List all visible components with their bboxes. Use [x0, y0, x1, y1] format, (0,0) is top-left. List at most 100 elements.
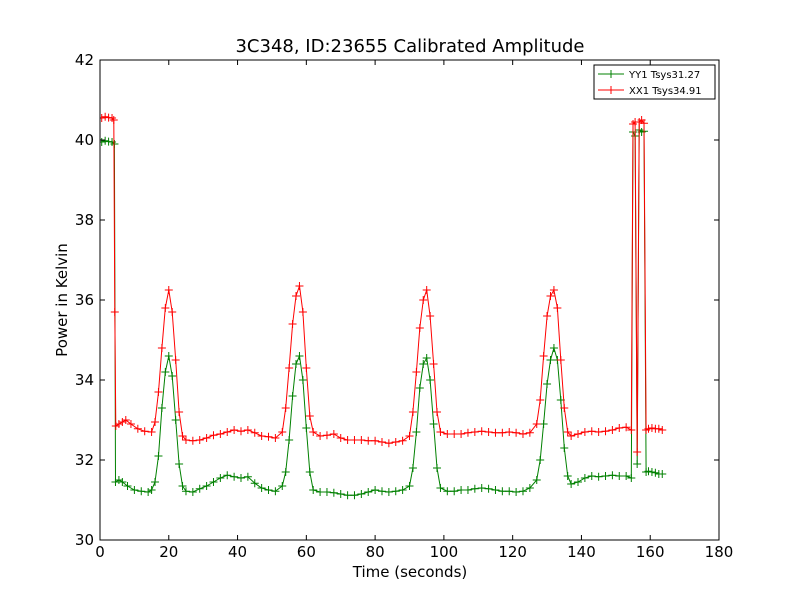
- data-point: [168, 308, 177, 316]
- data-point: [601, 427, 610, 436]
- x-tick-label: 180: [705, 543, 734, 561]
- data-point: [580, 428, 589, 436]
- data-point: [161, 368, 170, 376]
- data-point: [412, 428, 421, 436]
- data-point: [271, 487, 280, 496]
- data-point: [181, 436, 190, 444]
- data-point: [101, 136, 110, 145]
- y-tick-label: 34: [75, 371, 94, 389]
- data-point: [316, 432, 325, 440]
- data-point: [305, 468, 314, 476]
- data-point: [161, 304, 170, 312]
- y-tick-label: 42: [75, 51, 94, 69]
- data-point: [114, 476, 123, 484]
- data-point: [154, 452, 163, 460]
- data-point: [433, 464, 442, 472]
- data-point: [505, 428, 514, 436]
- data-point: [243, 426, 252, 434]
- data-point: [553, 304, 562, 312]
- data-point: [302, 364, 311, 372]
- data-point: [601, 472, 610, 480]
- data-point: [463, 428, 472, 437]
- data-point: [118, 478, 127, 486]
- data-point: [157, 344, 166, 352]
- data-point: [556, 356, 565, 364]
- data-point: [309, 486, 318, 494]
- data-point: [140, 427, 149, 436]
- data-point: [288, 392, 297, 400]
- data-point: [223, 428, 232, 436]
- data-point: [539, 352, 548, 360]
- data-point: [298, 376, 307, 384]
- data-point: [257, 432, 266, 440]
- data-point: [322, 488, 331, 496]
- x-axis-label: Time (seconds): [352, 563, 468, 581]
- data-point: [433, 408, 442, 416]
- data-point: [110, 140, 119, 148]
- data-point: [658, 470, 667, 478]
- data-point: [470, 428, 479, 436]
- data-point: [181, 487, 190, 496]
- data-point: [549, 344, 558, 352]
- data-point: [563, 428, 572, 436]
- data-point: [512, 488, 521, 496]
- data-point: [178, 482, 187, 490]
- data-point: [250, 479, 259, 488]
- x-tick-label: 0: [95, 543, 105, 561]
- data-point: [633, 460, 642, 468]
- data-point: [408, 408, 417, 416]
- data-point: [580, 474, 589, 482]
- data-point: [543, 380, 552, 388]
- y-axis-label: Power in Kelvin: [53, 243, 71, 357]
- data-point: [627, 426, 636, 434]
- x-tick-label: 160: [636, 543, 665, 561]
- data-point: [202, 482, 211, 490]
- y-tick-label: 40: [75, 131, 94, 149]
- data-point: [100, 114, 106, 122]
- data-point: [110, 308, 119, 316]
- data-point: [223, 471, 232, 480]
- data-point: [292, 292, 301, 300]
- data-point: [574, 478, 583, 486]
- data-point: [405, 482, 414, 490]
- data-point: [640, 119, 649, 128]
- data-point: [147, 428, 156, 436]
- data-point: [171, 416, 180, 424]
- data-point: [560, 444, 569, 452]
- data-point: [281, 404, 290, 412]
- y-tick-label: 30: [75, 531, 94, 549]
- data-point: [629, 120, 638, 128]
- data-point: [658, 426, 667, 434]
- data-point: [498, 428, 507, 437]
- data-point: [415, 324, 424, 332]
- data-point: [412, 368, 421, 376]
- data-point: [123, 482, 132, 490]
- data-point: [377, 487, 386, 496]
- data-point: [450, 487, 459, 496]
- data-point: [594, 472, 603, 481]
- data-point: [147, 486, 156, 494]
- data-point: [178, 432, 187, 440]
- data-point: [536, 456, 545, 464]
- legend-marker-yy1: [607, 70, 615, 78]
- data-point: [236, 474, 245, 482]
- data-point: [285, 436, 294, 444]
- data-point: [164, 286, 173, 294]
- data-point: [157, 404, 166, 412]
- data-point: [549, 286, 558, 294]
- legend-box: [593, 64, 716, 100]
- data-point: [587, 427, 596, 436]
- data-point: [216, 430, 225, 438]
- legend-label-xx1: XX1 Tsys34.91: [629, 86, 702, 97]
- data-point: [543, 312, 552, 320]
- data-point: [622, 472, 631, 480]
- data-point: [567, 432, 576, 440]
- data-point: [316, 488, 325, 496]
- data-point: [426, 312, 435, 320]
- data-point: [216, 474, 225, 482]
- data-point: [236, 427, 245, 436]
- data-point: [101, 112, 110, 121]
- data-point: [477, 484, 486, 492]
- data-point: [512, 428, 521, 437]
